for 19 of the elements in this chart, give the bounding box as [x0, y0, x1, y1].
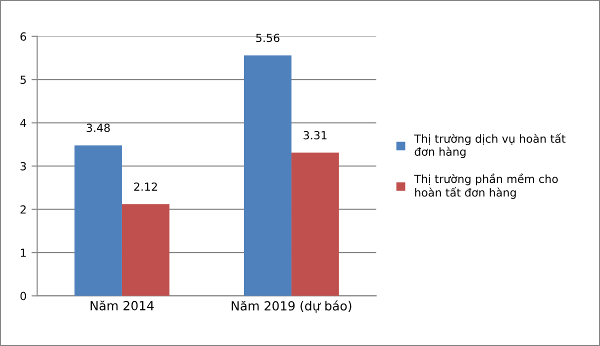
data-label: 3.31 [304, 131, 327, 140]
y-tick-label: 0 [20, 292, 26, 300]
bar [122, 204, 170, 296]
x-tick-label: Năm 2014 [90, 300, 154, 310]
y-tick-label: 1 [20, 248, 26, 257]
y-tick-label: 3 [20, 162, 26, 170]
legend-label: Thị trường phần mềm cho hoàn tất đơn hàng [414, 174, 558, 199]
bar [291, 152, 339, 296]
data-label: 3.48 [86, 124, 110, 132]
x-tick-label: Năm 2019 (dự báo) [232, 300, 352, 313]
data-label: 5.56 [256, 34, 280, 42]
legend-label: Thị trường dịch vụ hoàn tất đơn hàng [414, 133, 566, 158]
y-tick-label: 4 [20, 118, 26, 128]
bar [244, 55, 292, 296]
bar [74, 145, 122, 296]
y-tick-label: 5 [20, 76, 26, 84]
y-tick-label: 6 [20, 32, 26, 41]
y-tick-label: 2 [20, 205, 26, 214]
data-label: 2.12 [134, 182, 157, 191]
